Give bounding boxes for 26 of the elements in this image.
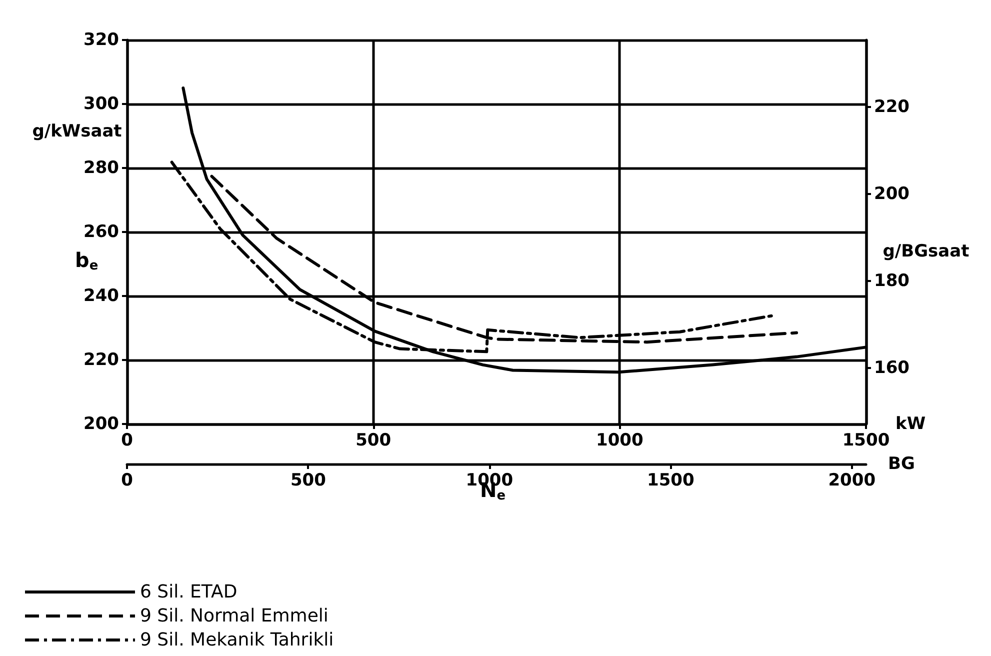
x2-tick-label: 2000	[828, 470, 876, 490]
x2-tick-label: 1500	[646, 470, 694, 490]
x-tick-label: 1500	[842, 430, 890, 450]
legend-label: 6 Sil. ETAD	[140, 582, 238, 602]
x-axis-title: kW	[896, 414, 926, 434]
legend-label: 9 Sil. Mekanik Tahrikli	[140, 630, 334, 650]
y2-tick-label: 160	[874, 358, 910, 378]
y-axis-title: g/kWsaat	[32, 122, 122, 142]
x2-axis-title: BG	[888, 454, 915, 474]
y-tick-label: 280	[84, 158, 120, 178]
x2-tick-label: 0	[121, 470, 134, 490]
y-tick-label: 240	[84, 286, 120, 306]
x2-tick-label: 500	[290, 470, 326, 490]
y2-tick-label: 200	[874, 184, 910, 204]
x-tick-label: 500	[356, 430, 392, 450]
x-tick-label: 0	[121, 430, 134, 450]
y-tick-label: 300	[84, 94, 120, 114]
y-tick-label: 320	[84, 30, 120, 50]
legend-label: 9 Sil. Normal Emmeli	[140, 606, 328, 626]
y2-axis-title: g/BGsaat	[882, 242, 970, 262]
x-tick-label: 1000	[596, 430, 644, 450]
y2-tick-label: 180	[874, 270, 910, 291]
y2-tick-label: 220	[874, 96, 910, 117]
y-tick-label: 200	[84, 414, 120, 434]
y-tick-label: 260	[84, 222, 120, 242]
y-tick-label: 220	[84, 350, 120, 370]
